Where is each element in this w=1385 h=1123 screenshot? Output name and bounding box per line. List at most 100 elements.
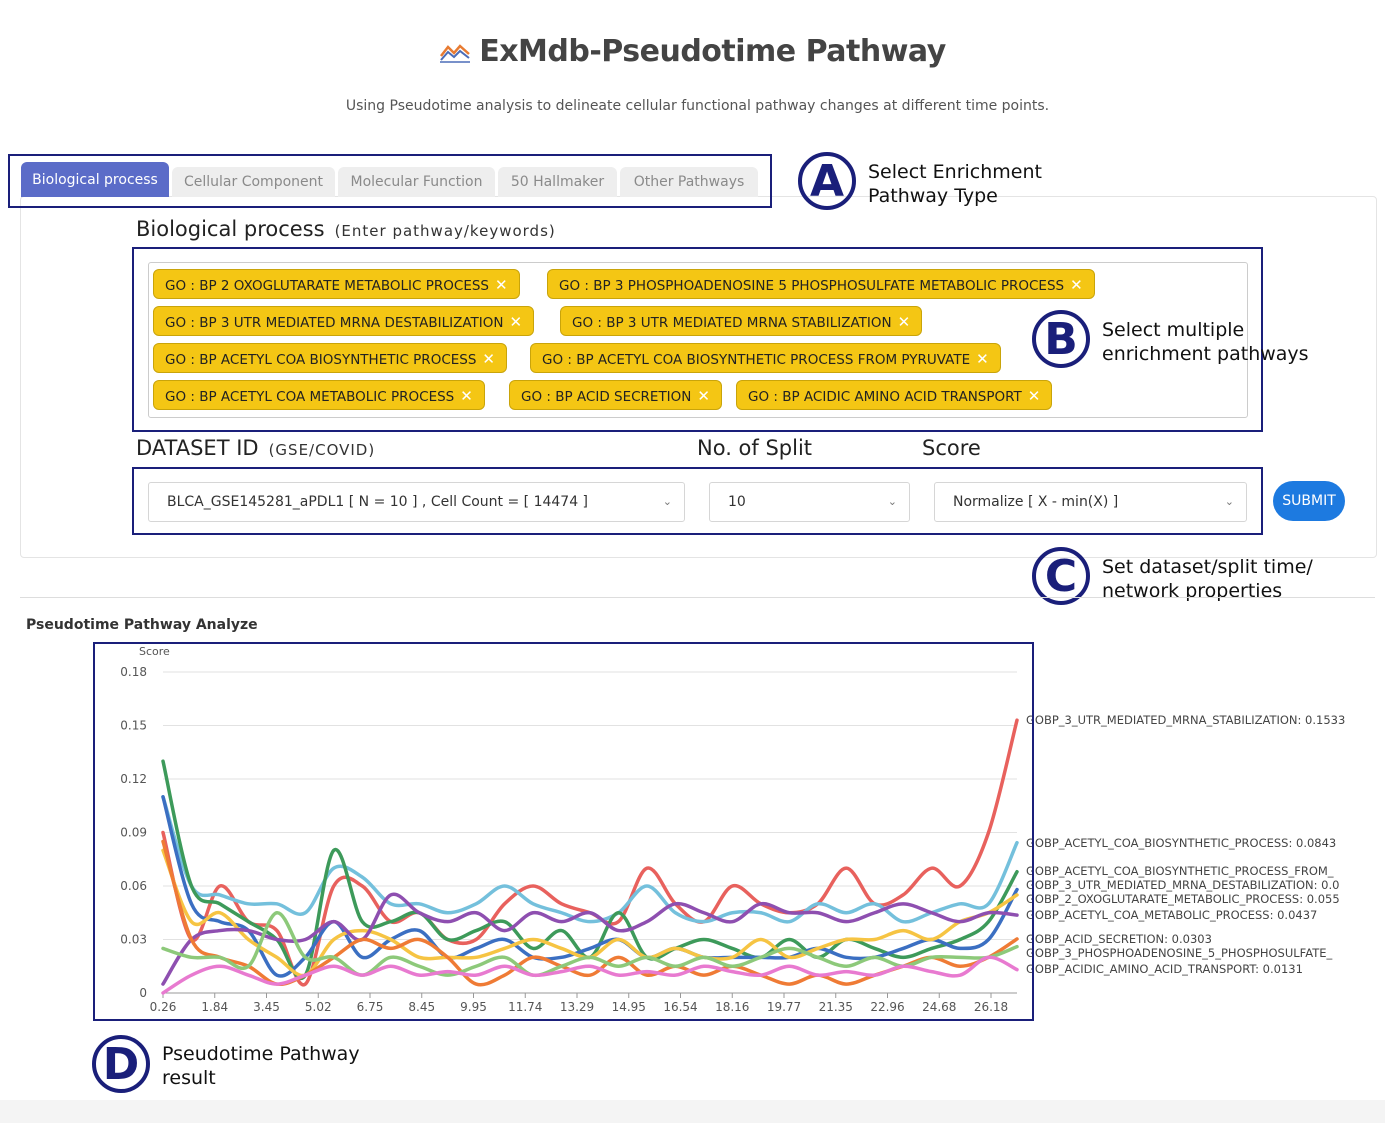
y-tick-label: 0.06 — [120, 879, 147, 893]
x-tick-label: 26.18 — [974, 1000, 1008, 1014]
x-tick-label: 6.75 — [357, 1000, 384, 1014]
x-tick-label: 24.68 — [922, 1000, 956, 1014]
remove-tag-icon[interactable]: ✕ — [495, 276, 508, 294]
y-tick-label: 0.18 — [120, 665, 147, 679]
pathway-tag-label: GO : BP ACETYL COA BIOSYNTHETIC PROCESS — [165, 352, 477, 368]
remove-tag-icon[interactable]: ✕ — [697, 387, 710, 405]
series-end-label: GOBP_ACIDIC_AMINO_ACID_TRANSPORT: 0.0131 — [1026, 962, 1303, 976]
callout-b-text: Select multiple enrichment pathways — [1102, 318, 1309, 366]
callout-c-line2: network properties — [1102, 580, 1283, 602]
x-tick-label: 3.45 — [253, 1000, 280, 1014]
pathway-tag[interactable]: GO : BP ACETYL COA BIOSYNTHETIC PROCESS … — [530, 343, 1001, 373]
chevron-down-icon: ⌄ — [662, 495, 672, 508]
callout-b-line2: enrichment pathways — [1102, 343, 1309, 365]
pathway-section-label: Biological process — [136, 217, 325, 241]
x-tick-label: 22.96 — [870, 1000, 904, 1014]
remove-tag-icon[interactable]: ✕ — [460, 387, 473, 405]
x-tick-label: 13.29 — [560, 1000, 594, 1014]
pathway-tag[interactable]: GO : BP ACETYL COA BIOSYNTHETIC PROCESS ✕ — [153, 343, 507, 373]
pathway-tag[interactable]: GO : BP ACID SECRETION ✕ — [509, 380, 722, 410]
trend-logo-icon — [440, 43, 471, 63]
x-tick-label: 0.26 — [150, 1000, 177, 1014]
remove-tag-icon[interactable]: ✕ — [976, 350, 989, 368]
x-tick-label: 14.95 — [612, 1000, 646, 1014]
page-subtitle: Using Pseudotime analysis to delineate c… — [345, 98, 1050, 114]
remove-tag-icon[interactable]: ✕ — [1070, 276, 1083, 294]
page-title: ExMdb-Pseudotime Pathway — [439, 34, 946, 69]
footer-strip — [0, 1100, 1385, 1123]
score-label: Score — [922, 436, 981, 460]
pseudotime-chart: 0 0.03 0.06 0.09 0.12 0.15 0.18 Score 0.26 1.84 3.… — [120, 645, 1345, 1014]
x-tick-label: 21.35 — [819, 1000, 853, 1014]
remove-tag-icon[interactable]: ✕ — [897, 313, 911, 331]
page-header: ExMdb-Pseudotime Pathway — [0, 34, 1385, 69]
callout-d-badge: D — [92, 1035, 150, 1093]
page-title-text: ExMdb-Pseudotime Pathway — [479, 34, 946, 69]
remove-tag-icon[interactable]: ✕ — [1027, 387, 1041, 405]
y-tick-label: 0 — [139, 986, 147, 1000]
tab-cellular-component[interactable]: Cellular Component — [172, 167, 335, 197]
callout-c-line1: Set dataset/split time/ — [1102, 556, 1313, 578]
series-line — [161, 892, 1019, 986]
callout-d-line1: Pseudotime Pathway — [162, 1043, 360, 1065]
tab-other-pathways[interactable]: Other Pathways — [620, 167, 758, 197]
pathway-tag[interactable]: GO : BP ACETYL COA METABOLIC PROCESS ✕ — [153, 380, 485, 410]
series-end-label: GOBP_ACETYL_COA_METABOLIC_PROCESS: 0.043… — [1026, 908, 1317, 922]
callout-d-text: Pseudotime Pathway result — [162, 1042, 360, 1090]
pathway-section-header: Biological process (Enter pathway/keyword… — [136, 217, 556, 241]
tab-50-hallmaker[interactable]: 50 Hallmaker — [498, 167, 617, 197]
callout-a-line1: Select Enrichment — [868, 161, 1042, 183]
tab-molecular-function[interactable]: Molecular Function — [338, 167, 495, 197]
y-tick-label: 0.12 — [120, 772, 147, 786]
series-end-label: GOBP_3_PHOSPHOADENOSINE_5_PHOSPHOSULFATE… — [1026, 946, 1333, 960]
x-tick-label: 5.02 — [305, 1000, 332, 1014]
y-tick-label: 0.09 — [120, 826, 147, 840]
split-select[interactable]: 10 ⌄ — [709, 482, 910, 522]
annotation-box-c — [132, 467, 1263, 535]
series-line — [161, 795, 1019, 924]
remove-tag-icon[interactable]: ✕ — [482, 350, 495, 368]
pathway-tag[interactable]: GO : BP ACIDIC AMINO ACID TRANSPORT ✕ — [736, 380, 1053, 410]
chart-title: Pseudotime Pathway Analyze — [26, 617, 258, 633]
remove-tag-icon[interactable]: ✕ — [509, 313, 523, 331]
series-line — [161, 911, 1019, 978]
pathway-tag[interactable]: GO : BP 2 OXOGLUTARATE METABOLIC PROCESS… — [153, 269, 520, 299]
x-tick-label: 18.16 — [715, 1000, 749, 1014]
split-value: 10 — [728, 494, 746, 510]
dataset-header: DATASET ID (GSE/COVID) — [136, 436, 375, 460]
tab-biological-process[interactable]: Biological process — [21, 162, 169, 197]
section-divider — [20, 597, 1375, 598]
pathway-section-hint: (Enter pathway/keywords) — [334, 222, 556, 240]
split-label: No. of Split — [697, 436, 813, 460]
submit-button[interactable]: SUBMIT — [1273, 481, 1345, 521]
y-tick-label: 0.15 — [120, 719, 147, 733]
score-select[interactable]: Normalize [ X - min(X) ] ⌄ — [934, 482, 1247, 522]
pathway-tag[interactable]: GO : BP 3 UTR MEDIATED MRNA STABILIZATIO… — [560, 306, 923, 336]
dataset-label: DATASET ID — [136, 436, 259, 460]
callout-a-line2: Pathway Type — [868, 185, 998, 207]
dataset-hint: (GSE/COVID) — [268, 441, 376, 459]
pathway-tag[interactable]: GO : BP 3 PHOSPHOADENOSINE 5 PHOSPHOSULF… — [547, 269, 1095, 299]
series-end-label: GOBP_ACID_SECRETION: 0.0303 — [1026, 932, 1212, 946]
dataset-select[interactable]: BLCA_GSE145281_aPDL1 [ N = 10 ] , Cell C… — [148, 482, 685, 522]
callout-c-text: Set dataset/split time/ network properti… — [1102, 555, 1313, 603]
chevron-down-icon: ⌄ — [887, 495, 897, 508]
pathway-tag-label: GO : BP 3 UTR MEDIATED MRNA DESTABILIZAT… — [165, 315, 504, 331]
pathway-tag-label: GO : BP ACIDIC AMINO ACID TRANSPORT — [748, 389, 1022, 405]
y-axis-label: Score — [139, 645, 170, 658]
callout-a-text: Select Enrichment Pathway Type — [868, 160, 1042, 208]
series-line — [161, 955, 1019, 995]
callout-c-badge: C — [1032, 547, 1090, 605]
pathway-tag[interactable]: GO : BP 3 UTR MEDIATED MRNA DESTABILIZAT… — [153, 306, 535, 336]
callout-b-badge: B — [1032, 310, 1090, 368]
x-tick-label: 19.77 — [767, 1000, 801, 1014]
chevron-down-icon: ⌄ — [1224, 495, 1234, 508]
score-value: Normalize [ X - min(X) ] — [953, 494, 1119, 510]
x-tick-label: 16.54 — [663, 1000, 697, 1014]
series-end-label: GOBP_3_UTR_MEDIATED_MRNA_DESTABILIZATION… — [1026, 878, 1339, 892]
pathway-tag-label: GO : BP 2 OXOGLUTARATE METABOLIC PROCESS — [165, 278, 489, 294]
series-end-label: GOBP_3_UTR_MEDIATED_MRNA_STABILIZATION: … — [1026, 713, 1345, 727]
series-end-label: GOBP_2_OXOGLUTARATE_METABOLIC_PROCESS: 0… — [1026, 892, 1340, 906]
pathway-tag-label: GO : BP 3 UTR MEDIATED MRNA STABILIZATIO… — [572, 315, 892, 331]
pathway-tag-label: GO : BP 3 PHOSPHOADENOSINE 5 PHOSPHOSULF… — [559, 278, 1065, 294]
